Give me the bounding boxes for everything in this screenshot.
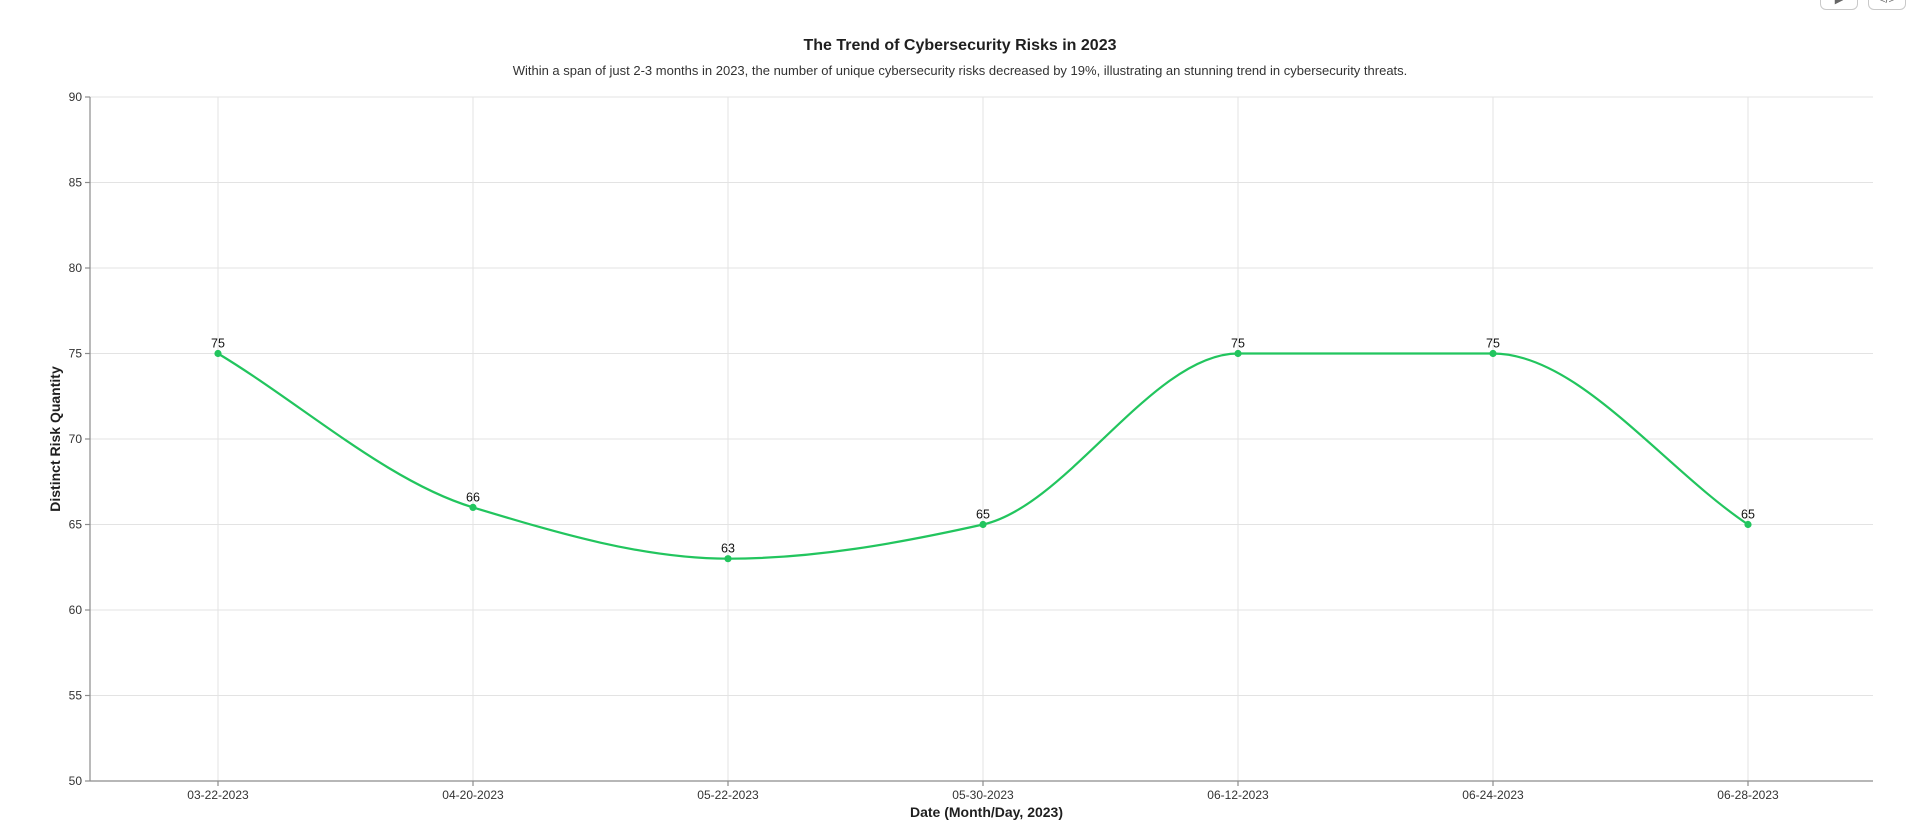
series-layer (214, 349, 1752, 563)
y-tick-label: 55 (69, 689, 83, 703)
x-axis-title: Date (Month/Day, 2023) (910, 804, 1063, 820)
x-tick-label: 05-30-2023 (952, 788, 1014, 802)
axes: 50 55 60 65 70 75 80 85 90 03-22-2023 04-20-2023 05… (69, 90, 1873, 802)
x-tick-label: 04-20-2023 (442, 788, 504, 802)
data-point (724, 555, 732, 563)
data-label: 65 (976, 508, 990, 522)
y-tick-label: 50 (69, 774, 83, 788)
x-tick-label: 06-24-2023 (1462, 788, 1524, 802)
x-tick-label: 03-22-2023 (187, 788, 249, 802)
data-label: 66 (466, 490, 480, 504)
data-label: 65 (1741, 508, 1755, 522)
y-tick-label: 60 (69, 603, 83, 617)
code-icon: </> (1879, 0, 1895, 6)
data-label: 75 (1486, 337, 1500, 351)
data-label: 75 (211, 337, 225, 351)
data-point (214, 349, 222, 358)
data-labels: 75 66 63 65 75 75 65 (211, 337, 1755, 556)
data-point (469, 503, 477, 511)
play-button[interactable]: ▶ (1820, 0, 1858, 10)
y-tick-label: 70 (69, 432, 83, 446)
play-icon: ▶ (1834, 0, 1844, 6)
chart-title: The Trend of Cybersecurity Risks in 2023 (803, 37, 1117, 54)
data-point (1744, 520, 1752, 529)
chart-subtitle: Within a span of just 2-3 months in 2023… (512, 63, 1408, 78)
y-tick-label: 75 (69, 347, 83, 361)
data-point (1234, 349, 1242, 358)
x-tick-label: 05-22-2023 (697, 788, 759, 802)
data-label: 63 (721, 542, 735, 556)
code-button[interactable]: </> (1868, 0, 1906, 10)
data-label: 75 (1231, 337, 1245, 351)
y-tick-label: 85 (69, 176, 83, 190)
data-point (979, 520, 987, 529)
y-tick-label: 90 (69, 90, 83, 104)
y-tick-label: 65 (69, 518, 83, 532)
x-tick-label: 06-12-2023 (1207, 788, 1269, 802)
y-tick-label: 80 (69, 261, 83, 275)
top-controls: ▶ </> (1820, 0, 1906, 10)
data-point (1489, 349, 1497, 358)
grid (90, 96, 1873, 781)
x-tick-label: 06-28-2023 (1717, 788, 1779, 802)
y-axis-title: Distinct Risk Quantity (47, 366, 63, 512)
